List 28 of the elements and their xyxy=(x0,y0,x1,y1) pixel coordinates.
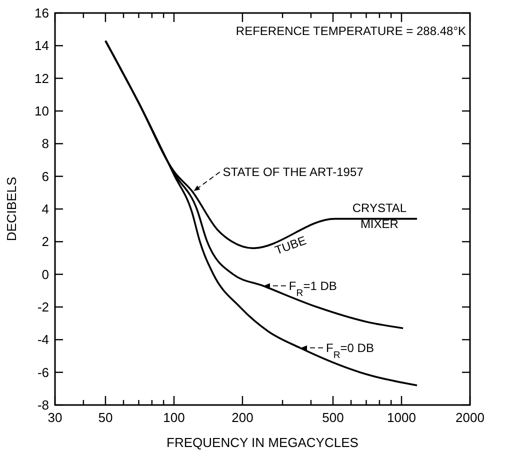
x-tick-label: 30 xyxy=(48,410,62,425)
annotation: STATE OF THE ART-1957 xyxy=(222,165,364,180)
annotation: REFERENCE TEMPERATURE = 288.48°K xyxy=(236,24,466,38)
y-tick-label: 12 xyxy=(34,70,49,86)
y-tick-label: 6 xyxy=(42,168,49,184)
y-tick-label: 2 xyxy=(42,234,49,250)
x-tick-label: 2000 xyxy=(456,410,484,425)
x-tick-label: 1000 xyxy=(387,410,416,425)
y-tick-label: -6 xyxy=(37,364,49,380)
y-tick-label: 4 xyxy=(42,202,49,216)
x-tick-label: 200 xyxy=(232,410,254,425)
y-axis-title: DECIBELS xyxy=(4,176,19,242)
x-tick-label: 50 xyxy=(98,410,113,425)
y-tick-label: -8 xyxy=(37,398,49,412)
x-tick-label: 500 xyxy=(322,410,344,425)
y-tick-label: -4 xyxy=(37,332,49,348)
y-tick-label: 10 xyxy=(34,104,49,118)
y-tick-label: 0 xyxy=(42,266,49,282)
annotation: F$_{R}$=0 DB xyxy=(326,340,374,360)
annotation: TUBE xyxy=(273,233,308,258)
y-tick-label: 16 xyxy=(34,6,49,20)
x-tick-label: 100 xyxy=(163,410,185,425)
annotation: F$_{R}$=1 DB xyxy=(288,278,337,298)
y-tick-label: -2 xyxy=(37,300,49,314)
x-axis-title: FREQUENCY IN MEGACYCLES xyxy=(166,435,359,450)
y-tick-label: 8 xyxy=(42,136,49,152)
annotation: CRYSTAL MIXER xyxy=(352,200,407,231)
y-tick-label: 14 xyxy=(34,38,49,54)
